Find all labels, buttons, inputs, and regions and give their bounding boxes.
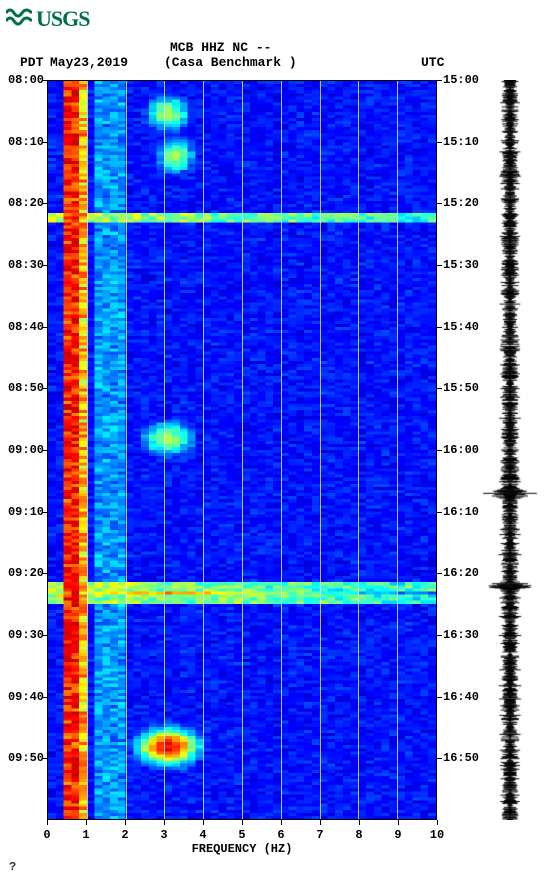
benchmark-label: (Casa Benchmark )	[164, 55, 297, 70]
ytick-right: 15:00	[443, 73, 487, 87]
xtick: 8	[349, 828, 369, 842]
gridline	[203, 81, 204, 819]
x-axis-label: FREQUENCY (HZ)	[47, 842, 437, 856]
usgs-wave-icon	[6, 7, 32, 31]
xtick: 4	[193, 828, 213, 842]
tz-right-label: UTC	[421, 55, 444, 70]
ytick-left: 09:30	[0, 628, 44, 642]
ytick-left: 08:20	[0, 196, 44, 210]
gridline	[164, 81, 165, 819]
ytick-left: 09:50	[0, 751, 44, 765]
ytick-left: 09:40	[0, 690, 44, 704]
ytick-right: 16:30	[443, 628, 487, 642]
tz-left-label: PDT	[20, 55, 43, 70]
xtick: 2	[115, 828, 135, 842]
ytick-left: 09:00	[0, 443, 44, 457]
spectrogram-plot	[47, 80, 437, 820]
ytick-right: 16:10	[443, 505, 487, 519]
gridline	[281, 81, 282, 819]
ytick-left: 08:30	[0, 258, 44, 272]
ytick-left: 08:50	[0, 381, 44, 395]
gridline	[87, 81, 88, 819]
footer-glyph: ?	[9, 860, 16, 874]
ytick-right: 15:20	[443, 196, 487, 210]
usgs-logo-text: USGS	[36, 6, 89, 32]
ytick-right: 16:20	[443, 566, 487, 580]
ytick-right: 16:40	[443, 690, 487, 704]
ytick-right: 15:30	[443, 258, 487, 272]
ytick-right: 16:50	[443, 751, 487, 765]
waveform-panel	[480, 80, 540, 820]
gridline	[358, 81, 359, 819]
ytick-right: 15:40	[443, 320, 487, 334]
ytick-left: 08:40	[0, 320, 44, 334]
gridline	[320, 81, 321, 819]
gridline	[126, 81, 127, 819]
xtick: 5	[232, 828, 252, 842]
ytick-right: 15:50	[443, 381, 487, 395]
xtick: 9	[388, 828, 408, 842]
xtick: 0	[37, 828, 57, 842]
ytick-right: 15:10	[443, 135, 487, 149]
waveform-canvas	[480, 80, 540, 820]
ytick-left: 09:20	[0, 566, 44, 580]
gridline	[242, 81, 243, 819]
ytick-left: 08:10	[0, 135, 44, 149]
xtick: 6	[271, 828, 291, 842]
ytick-left: 09:10	[0, 505, 44, 519]
ytick-left: 08:00	[0, 73, 44, 87]
ytick-right: 16:00	[443, 443, 487, 457]
usgs-logo: USGS	[6, 6, 89, 32]
xtick: 1	[76, 828, 96, 842]
xtick: 3	[154, 828, 174, 842]
xtick: 10	[427, 828, 447, 842]
date-label: May23,2019	[50, 55, 128, 70]
xtick: 7	[310, 828, 330, 842]
gridline	[397, 81, 398, 819]
station-line: MCB HHZ NC --	[170, 40, 271, 55]
